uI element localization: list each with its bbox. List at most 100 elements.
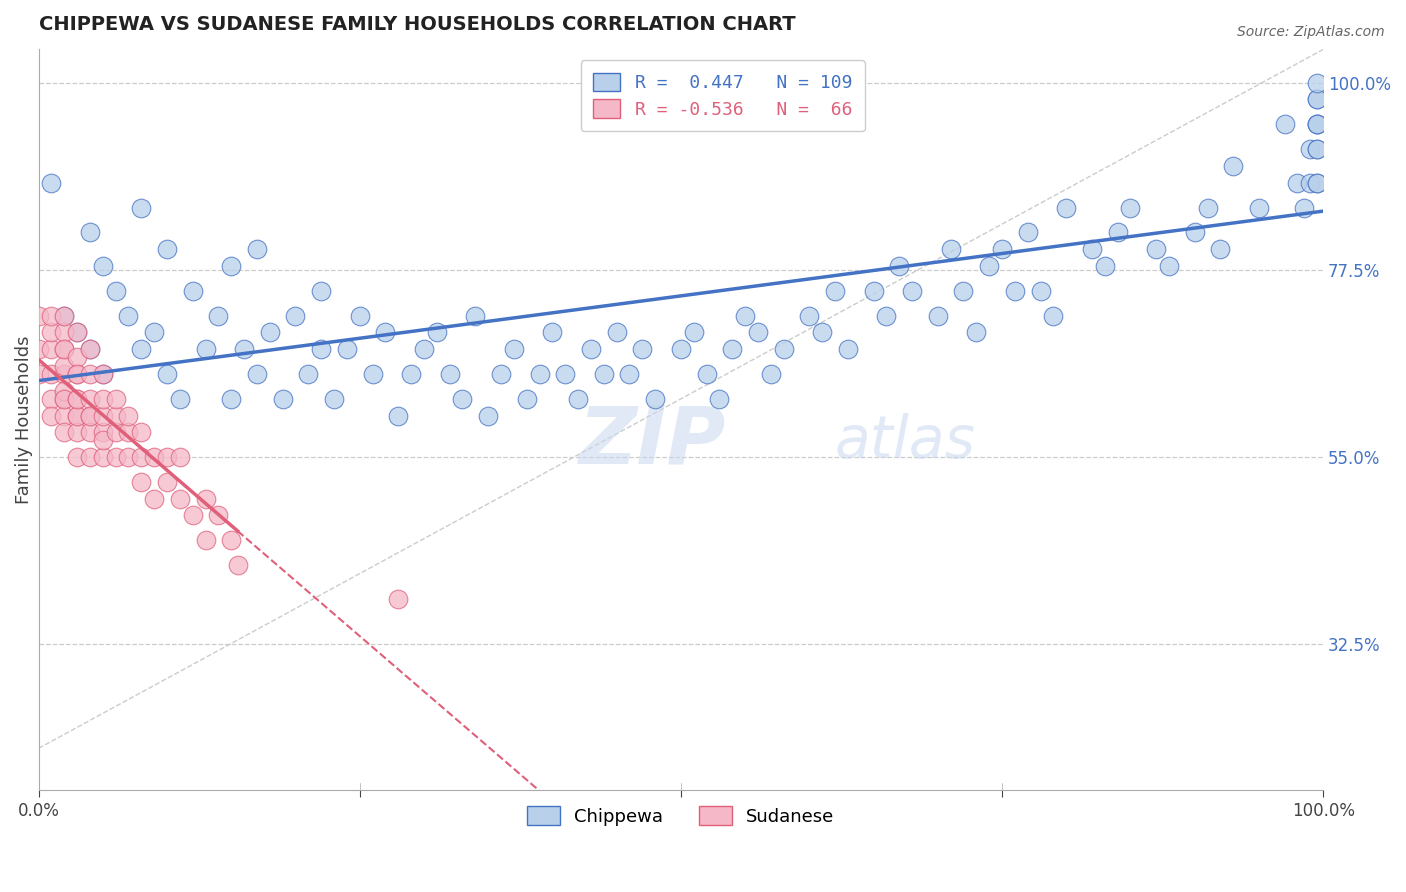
Point: [1004, 284, 1026, 298]
Point: [644, 392, 666, 406]
Point: [91, 392, 114, 406]
Point: [91, 367, 114, 381]
Point: [1305, 92, 1327, 106]
Point: [66, 392, 89, 406]
Point: [233, 342, 256, 356]
Point: [79, 450, 101, 464]
Point: [1305, 92, 1327, 106]
Y-axis label: Family Households: Family Households: [15, 335, 32, 504]
Point: [669, 342, 692, 356]
Point: [696, 367, 718, 381]
Point: [1305, 142, 1327, 156]
Point: [79, 342, 101, 356]
Point: [53, 359, 76, 373]
Point: [592, 367, 614, 381]
Point: [169, 450, 191, 464]
Point: [91, 450, 114, 464]
Point: [606, 326, 628, 340]
Point: [27, 367, 49, 381]
Point: [811, 326, 834, 340]
Point: [516, 392, 538, 406]
Point: [156, 475, 179, 489]
Point: [1107, 226, 1129, 240]
Point: [131, 450, 153, 464]
Point: [41, 367, 63, 381]
Point: [143, 491, 166, 506]
Point: [79, 392, 101, 406]
Point: [219, 392, 242, 406]
Point: [631, 342, 654, 356]
Point: [259, 326, 281, 340]
Point: [952, 284, 974, 298]
Point: [991, 242, 1014, 256]
Point: [1209, 242, 1232, 256]
Point: [399, 367, 422, 381]
Point: [219, 533, 242, 548]
Point: [66, 409, 89, 423]
Point: [91, 259, 114, 273]
Point: [194, 491, 217, 506]
Point: [53, 342, 76, 356]
Point: [143, 450, 166, 464]
Point: [529, 367, 551, 381]
Point: [309, 342, 332, 356]
Point: [66, 425, 89, 439]
Point: [156, 242, 179, 256]
Point: [156, 450, 179, 464]
Point: [156, 367, 179, 381]
Point: [41, 309, 63, 323]
Point: [53, 326, 76, 340]
Point: [1017, 226, 1039, 240]
Point: [271, 392, 294, 406]
Point: [747, 326, 769, 340]
Point: [53, 392, 76, 406]
Point: [541, 326, 564, 340]
Point: [117, 409, 139, 423]
Point: [721, 342, 744, 356]
Point: [79, 409, 101, 423]
Point: [426, 326, 449, 340]
Point: [79, 342, 101, 356]
Point: [464, 309, 486, 323]
Point: [66, 367, 89, 381]
Point: [477, 409, 499, 423]
Point: [875, 309, 897, 323]
Point: [131, 201, 153, 215]
Point: [387, 409, 409, 423]
Point: [131, 342, 153, 356]
Point: [1029, 284, 1052, 298]
Point: [1305, 142, 1327, 156]
Point: [117, 425, 139, 439]
Point: [169, 392, 191, 406]
Point: [194, 342, 217, 356]
Point: [1184, 226, 1206, 240]
Point: [1305, 117, 1327, 131]
Point: [66, 392, 89, 406]
Point: [53, 392, 76, 406]
Point: [1299, 142, 1322, 156]
Point: [323, 392, 346, 406]
Point: [979, 259, 1001, 273]
Point: [53, 409, 76, 423]
Point: [91, 434, 114, 448]
Point: [824, 284, 846, 298]
Point: [53, 384, 76, 398]
Point: [91, 409, 114, 423]
Point: [309, 284, 332, 298]
Point: [41, 176, 63, 190]
Point: [489, 367, 512, 381]
Point: [169, 491, 191, 506]
Point: [709, 392, 731, 406]
Point: [682, 326, 704, 340]
Point: [374, 326, 396, 340]
Point: [502, 342, 524, 356]
Point: [41, 392, 63, 406]
Point: [1094, 259, 1116, 273]
Point: [1042, 309, 1064, 323]
Point: [772, 342, 794, 356]
Point: [1119, 201, 1142, 215]
Point: [181, 284, 204, 298]
Point: [117, 450, 139, 464]
Point: [246, 367, 269, 381]
Point: [439, 367, 461, 381]
